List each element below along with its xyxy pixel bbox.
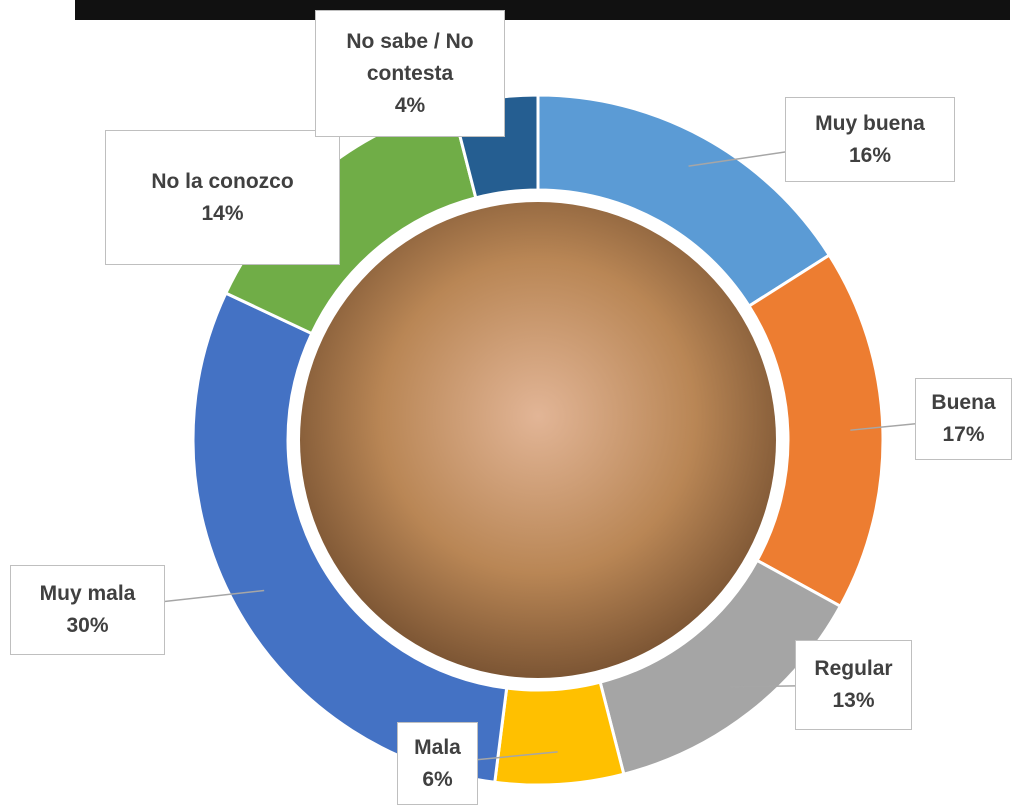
label-value: 17%	[942, 419, 984, 451]
slice	[495, 682, 624, 785]
top-bar	[75, 0, 1010, 20]
label-value: 13%	[832, 685, 874, 717]
label-value: 4%	[395, 90, 425, 122]
label-name: Muy buena	[815, 108, 925, 140]
label-name: Mala	[414, 732, 461, 764]
label-value: 6%	[422, 764, 452, 796]
photo	[300, 202, 776, 678]
label-value: 30%	[66, 610, 108, 642]
label-name: Regular	[814, 653, 892, 685]
label-name: Buena	[931, 387, 995, 419]
label-name: Muy mala	[40, 578, 136, 610]
chart: Muy buena16% Buena17% Regular13% Mala6% Muy …	[0, 0, 1012, 809]
label-value: 14%	[201, 198, 243, 230]
label-name: No la conozco	[151, 166, 293, 198]
label-name: No sabe / No contesta	[316, 26, 504, 90]
label-value: 16%	[849, 140, 891, 172]
